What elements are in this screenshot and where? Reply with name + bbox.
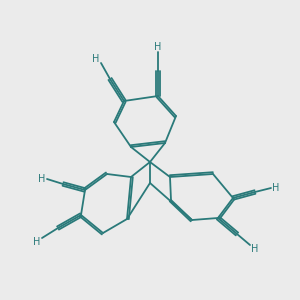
Text: H: H [154, 42, 162, 52]
Text: H: H [33, 237, 41, 247]
Text: H: H [38, 174, 46, 184]
Text: H: H [272, 183, 280, 193]
Text: H: H [92, 54, 100, 64]
Text: H: H [251, 244, 259, 254]
